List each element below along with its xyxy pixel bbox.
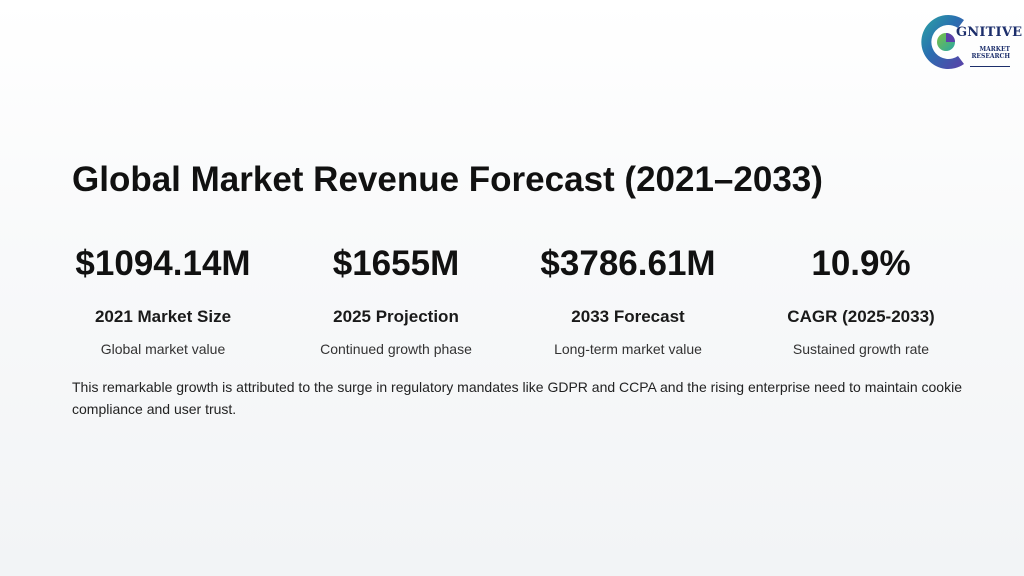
stat-description: Continued growth phase bbox=[320, 341, 472, 357]
logo-tagline-line2: RESEARCH bbox=[971, 53, 1010, 60]
stat-2033-forecast: $3786.61M 2033 Forecast Long-term market… bbox=[513, 244, 743, 357]
stat-label: CAGR (2025-2033) bbox=[787, 307, 935, 326]
logo-tagline: MARKET RESEARCH bbox=[971, 46, 1010, 60]
company-logo: GNITIVE MARKET RESEARCH bbox=[918, 12, 1022, 72]
stat-2021-market-size: $1094.14M 2021 Market Size Global market… bbox=[48, 244, 278, 357]
stat-label: 2021 Market Size bbox=[94, 307, 232, 326]
stat-label: 2033 Forecast bbox=[571, 307, 685, 326]
logo-tagline-line1: MARKET bbox=[979, 46, 1010, 53]
stat-value: 10.9% bbox=[811, 244, 911, 283]
stat-description: Long-term market value bbox=[554, 341, 702, 357]
logo-c-mark-icon bbox=[921, 15, 964, 70]
summary-paragraph: This remarkable growth is attributed to … bbox=[72, 379, 962, 417]
stat-value: $1094.14M bbox=[75, 244, 251, 283]
stat-value: $3786.61M bbox=[540, 244, 716, 283]
slide-title: Global Market Revenue Forecast (2021–203… bbox=[72, 160, 823, 199]
stat-description: Sustained growth rate bbox=[792, 341, 930, 357]
logo-underline bbox=[970, 66, 1010, 67]
stat-label: 2025 Projection bbox=[333, 307, 459, 326]
stat-cagr: 10.9% CAGR (2025-2033) Sustained growth … bbox=[746, 244, 976, 357]
stat-value: $1655M bbox=[332, 244, 460, 283]
logo-name: GNITIVE bbox=[956, 25, 1023, 40]
stat-2025-projection: $1655M 2025 Projection Continued growth … bbox=[281, 244, 511, 357]
stat-description: Global market value bbox=[100, 341, 226, 357]
